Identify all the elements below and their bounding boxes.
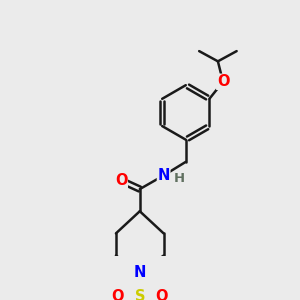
Text: H: H: [173, 172, 184, 185]
Text: O: O: [111, 289, 124, 300]
Text: O: O: [156, 289, 168, 300]
Text: O: O: [115, 173, 127, 188]
Text: S: S: [134, 289, 145, 300]
Text: O: O: [217, 74, 229, 89]
Text: N: N: [158, 168, 170, 183]
Text: N: N: [134, 265, 146, 280]
